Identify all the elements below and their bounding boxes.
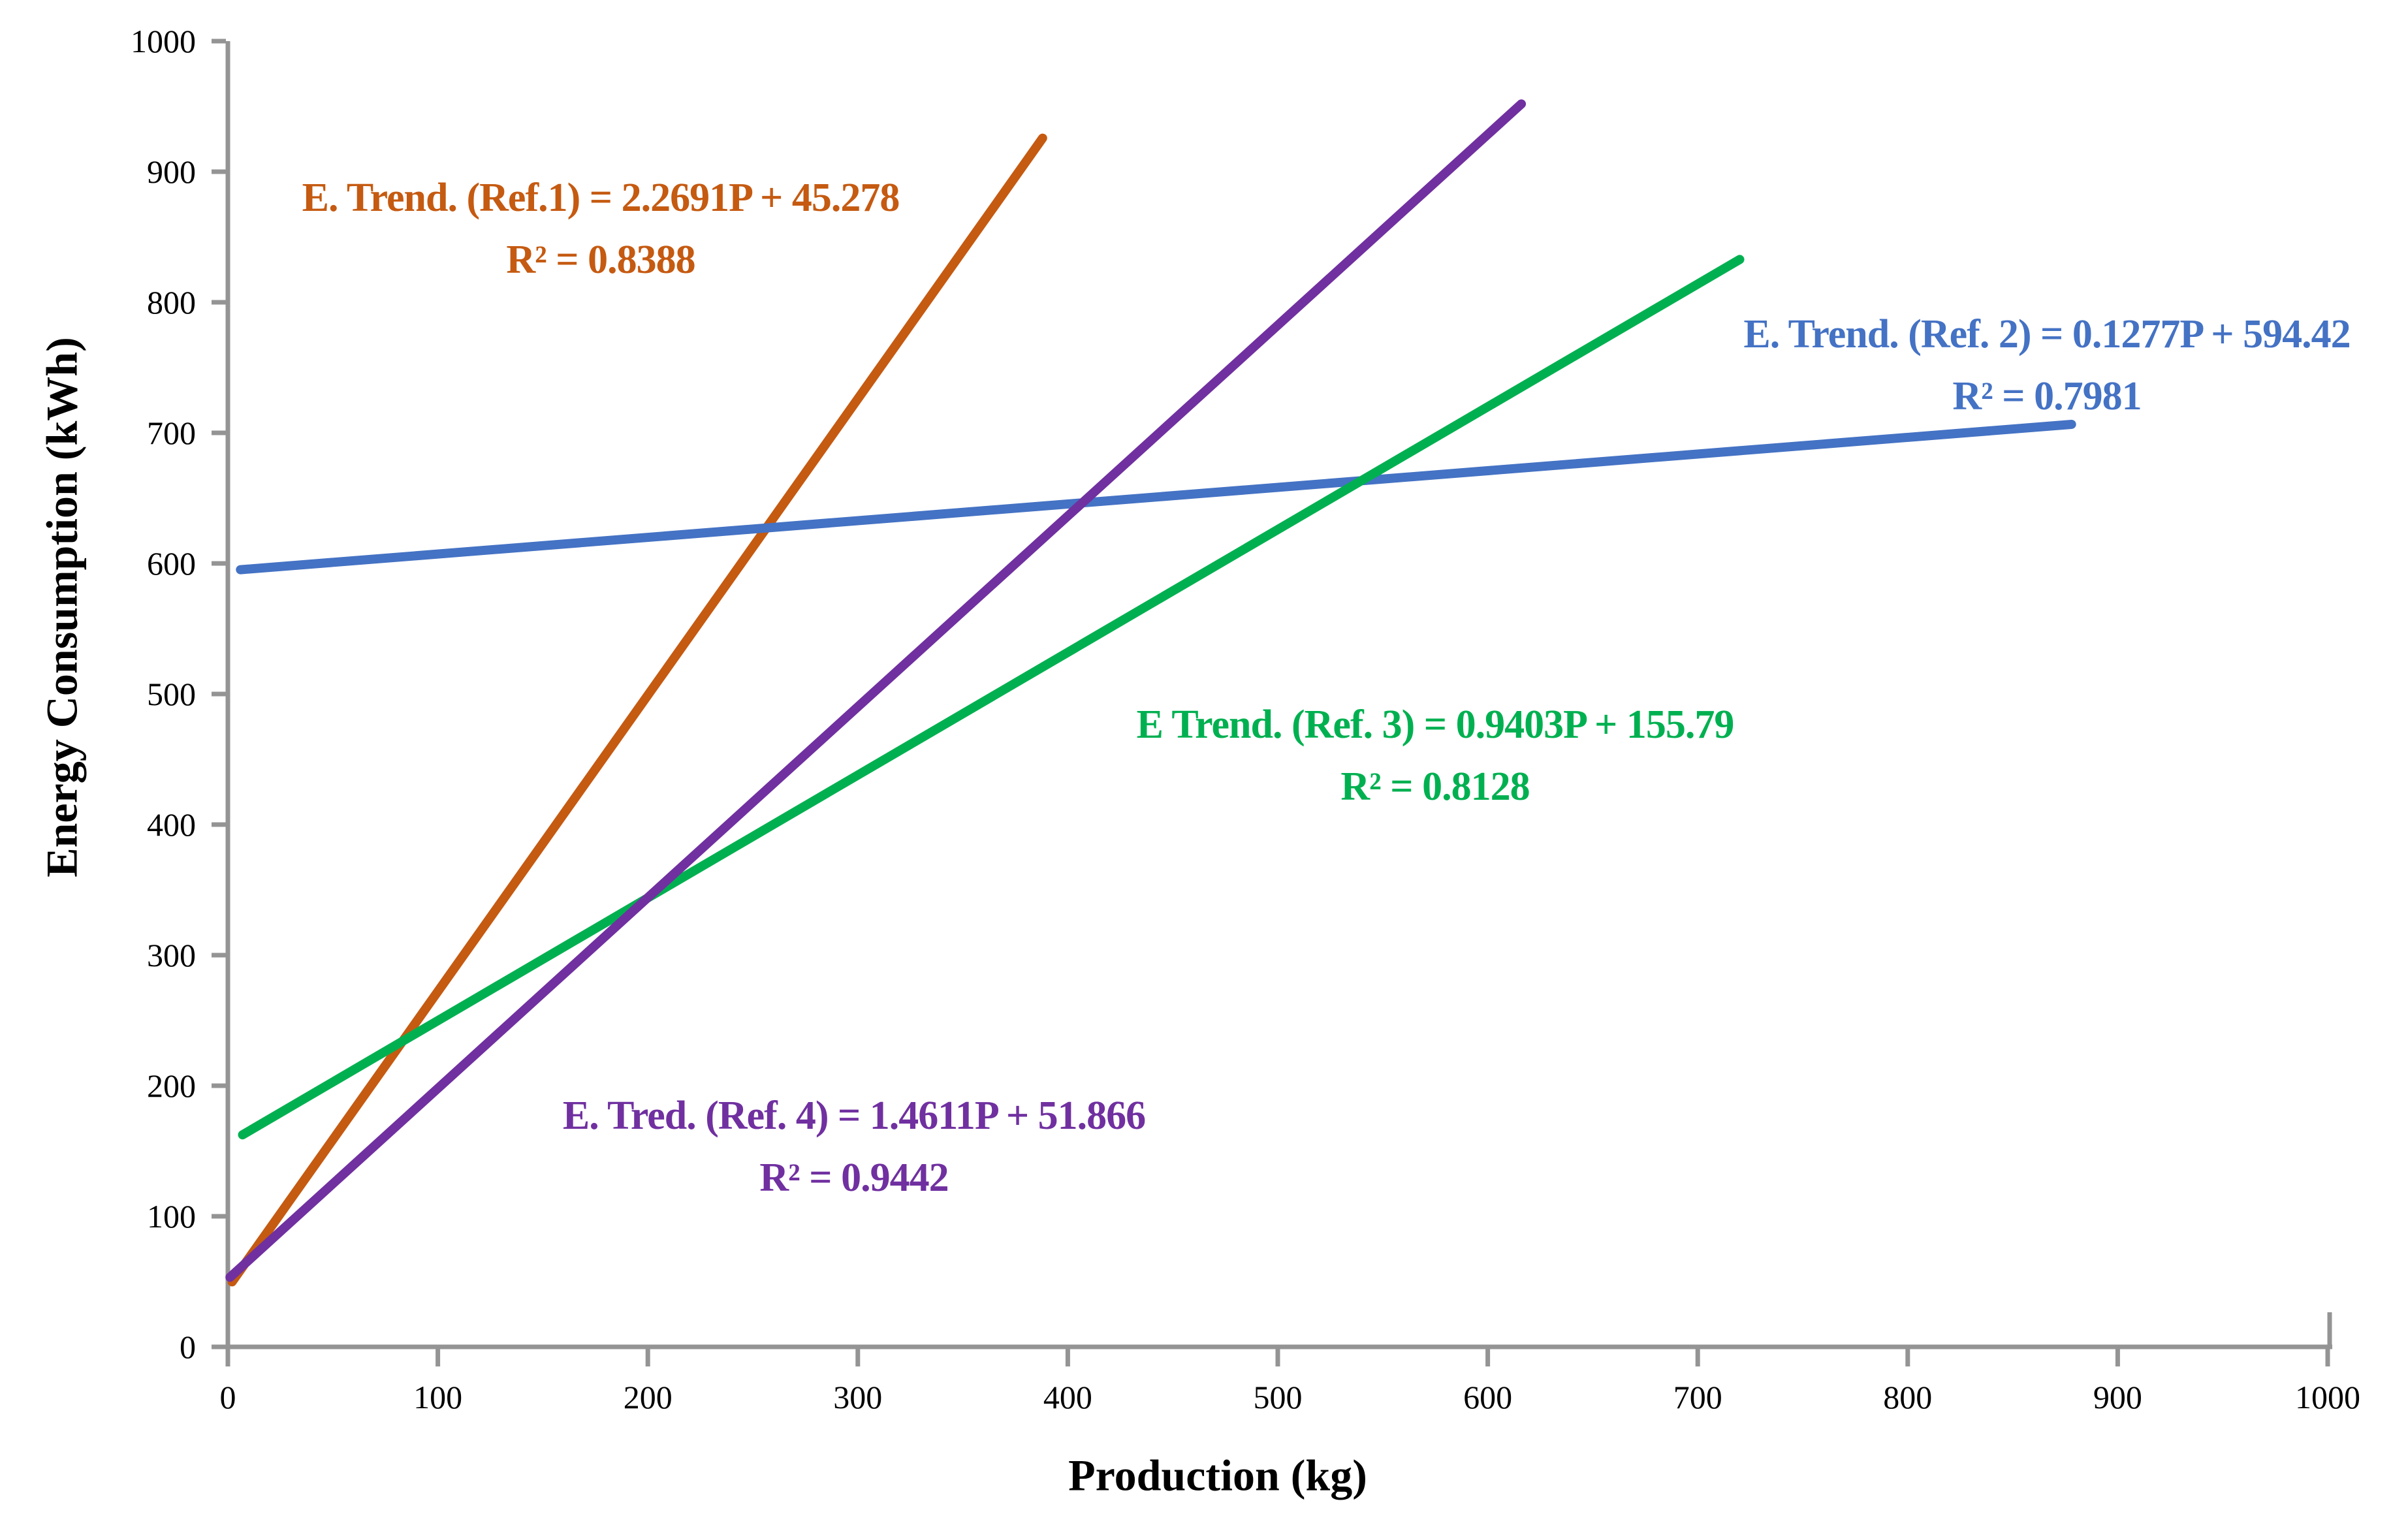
- trend-line-ref-3: [238, 255, 1745, 1140]
- trend-line-ref-2: [236, 420, 2076, 575]
- annotation-ref-3: E Trend. (Ref. 3) = 0.9403P + 155.79 R² …: [1136, 694, 1735, 818]
- annotation-ref-2-r2: R² = 0.7981: [1952, 374, 2142, 418]
- annotation-ref-1: E. Trend. (Ref.1) = 2.2691P + 45.278 R² …: [302, 167, 900, 291]
- annotation-ref-3-equation: E Trend. (Ref. 3) = 0.9403P + 155.79: [1136, 702, 1735, 747]
- y-tick-label: 900: [147, 153, 196, 190]
- x-tick-label: 1000: [2295, 1379, 2360, 1415]
- y-tick-label: 500: [147, 676, 196, 712]
- y-tick-label: 1000: [131, 23, 196, 59]
- annotation-ref-1-equation: E. Trend. (Ref.1) = 2.2691P + 45.278: [302, 176, 900, 220]
- y-tick-label: 200: [147, 1067, 196, 1104]
- y-tick-label: 0: [180, 1329, 196, 1365]
- x-tick-label: 600: [1463, 1379, 1513, 1415]
- x-tick-label: 800: [1883, 1379, 1933, 1415]
- y-axis-title: Energy Consumption (kWh): [37, 337, 87, 877]
- annotation-ref-2-equation: E. Trend. (Ref. 2) = 0.1277P + 594.42: [1743, 312, 2351, 356]
- x-tick-label: 0: [219, 1379, 236, 1415]
- x-tick-label: 100: [413, 1379, 463, 1415]
- x-tick-label: 700: [1673, 1379, 1722, 1415]
- annotation-ref-2: E. Trend. (Ref. 2) = 0.1277P + 594.42 R²…: [1743, 304, 2351, 428]
- annotation-ref-4-equation: E. Tred. (Ref. 4) = 1.4611P + 51.866: [562, 1094, 1146, 1138]
- y-tick-label: 100: [147, 1198, 196, 1235]
- annotation-ref-4: E. Tred. (Ref. 4) = 1.4611P + 51.866 R² …: [562, 1085, 1146, 1209]
- annotation-ref-1-r2: R² = 0.8388: [506, 238, 695, 282]
- y-tick-label: 300: [147, 937, 196, 973]
- trend-line-ref-4: [225, 99, 1527, 1282]
- annotation-ref-4-r2: R² = 0.9442: [759, 1156, 949, 1200]
- y-tick-label: 400: [147, 806, 196, 843]
- x-tick-label: 200: [623, 1379, 673, 1415]
- x-tick-label: 300: [833, 1379, 883, 1415]
- y-tick-label: 700: [147, 415, 196, 451]
- x-axis-title: Production (kg): [1068, 1450, 1367, 1500]
- x-tick-label: 500: [1253, 1379, 1303, 1415]
- trend-line-ref-1: [227, 133, 1047, 1287]
- x-tick-label: 900: [2093, 1379, 2142, 1415]
- x-tick-label: 400: [1043, 1379, 1092, 1415]
- annotation-ref-3-r2: R² = 0.8128: [1340, 765, 1530, 809]
- y-tick-label: 600: [147, 545, 196, 582]
- y-tick-label: 800: [147, 284, 196, 321]
